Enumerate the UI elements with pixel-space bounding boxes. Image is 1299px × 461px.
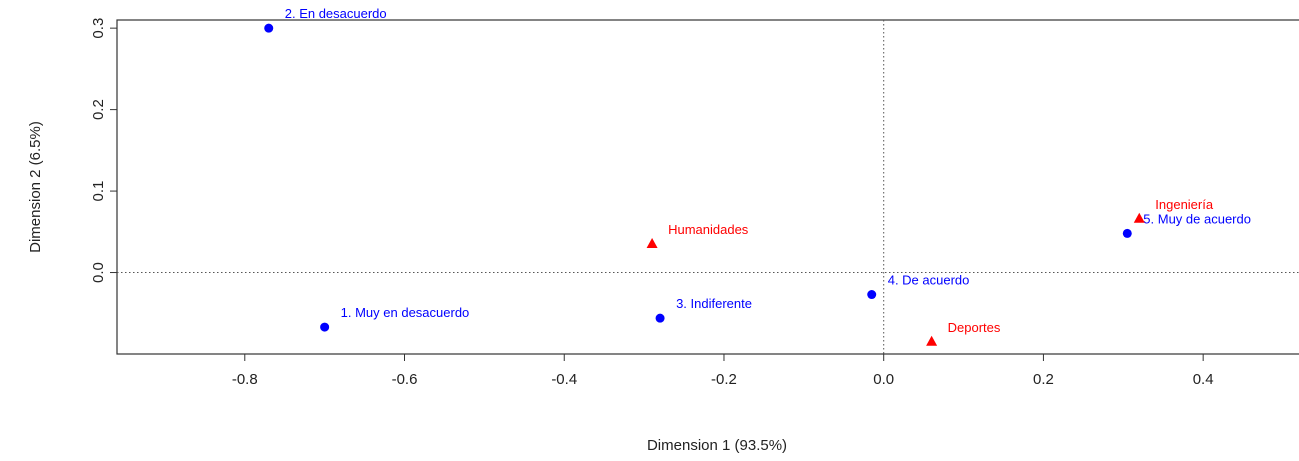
column-point <box>926 336 937 346</box>
point-label: 2. En desacuerdo <box>285 6 387 21</box>
x-tick-label: -0.2 <box>711 371 737 388</box>
x-axis-title: Dimension 1 (93.5%) <box>647 437 787 454</box>
row-point <box>867 290 876 299</box>
y-tick-label: 0.1 <box>90 181 107 202</box>
x-axis: -0.8 -0.6 -0.4 -0.2 0.0 0.2 0.4 <box>232 354 1214 388</box>
y-axis-title: Dimension 2 (6.5%) <box>27 121 44 253</box>
x-tick-label: 0.0 <box>873 371 894 388</box>
point-label: Deportes <box>948 320 1001 335</box>
point-label: Humanidades <box>668 222 749 237</box>
point-label: Ingeniería <box>1155 197 1214 212</box>
x-tick-label: 0.2 <box>1033 371 1054 388</box>
x-tick-label: -0.4 <box>551 371 577 388</box>
data-points: 1. Muy en desacuerdo 2. En desacuerdo 3. I… <box>264 6 1251 346</box>
x-tick-label: -0.8 <box>232 371 258 388</box>
column-point <box>647 238 658 248</box>
y-tick-label: 0.3 <box>90 18 107 39</box>
row-point <box>1123 229 1132 238</box>
y-tick-label: 0.2 <box>90 99 107 120</box>
point-label: 3. Indiferente <box>676 296 752 311</box>
row-point <box>264 24 273 33</box>
x-tick-label: -0.6 <box>392 371 418 388</box>
x-tick-label: 0.4 <box>1193 371 1214 388</box>
point-label: 4. De acuerdo <box>888 273 970 288</box>
y-axis: 0.0 0.1 0.2 0.3 <box>90 18 117 283</box>
point-label: 1. Muy en desacuerdo <box>341 305 470 320</box>
row-point <box>656 314 665 323</box>
row-point <box>320 323 329 332</box>
y-tick-label: 0.0 <box>90 262 107 283</box>
point-label: 5. Muy de acuerdo <box>1143 211 1251 226</box>
